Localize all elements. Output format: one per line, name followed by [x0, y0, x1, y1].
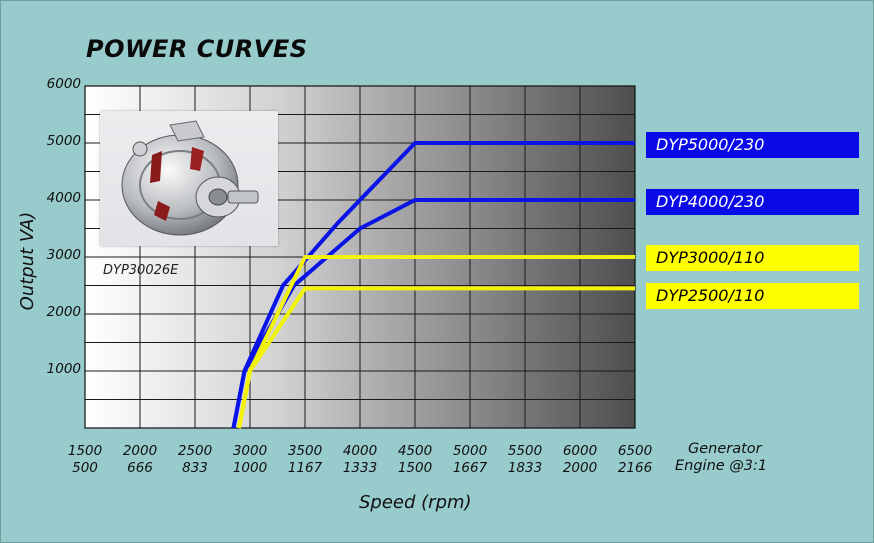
photo-caption: DYP30026E — [103, 263, 179, 278]
legend-item: DYP2500/110 — [646, 283, 859, 310]
x-tick-label-engine: 2000 — [562, 460, 598, 476]
x-row-name-generator: Generator — [688, 441, 762, 457]
chart-title: POWER CURVES — [86, 35, 308, 63]
x-tick-label-generator: 1500 — [67, 443, 103, 459]
x-tick-label-engine: 1000 — [232, 460, 268, 476]
x-tick-label-engine: 833 — [182, 460, 208, 476]
legend-item: DYP4000/230 — [646, 189, 859, 215]
legend-item: DYP3000/110 — [646, 245, 859, 271]
x-tick-label-generator: 4500 — [397, 443, 433, 459]
x-tick-label-generator: 3000 — [232, 443, 268, 459]
x-tick-label-engine: 1500 — [397, 460, 433, 476]
legend-item: DYP5000/230 — [646, 132, 859, 158]
y-axis-label: Output VA) — [17, 211, 38, 311]
x-tick-label-generator: 5000 — [452, 443, 488, 459]
alternator-icon — [121, 120, 259, 236]
x-tick-label-generator: 2000 — [122, 443, 158, 459]
x-tick-label-generator: 6500 — [617, 443, 653, 459]
x-tick-label-generator: 4000 — [342, 443, 378, 459]
y-tick-label: 2000 — [46, 304, 81, 320]
x-tick-label-engine: 666 — [127, 460, 153, 476]
y-tick-label: 1000 — [46, 361, 81, 377]
x-tick-label-engine: 1167 — [287, 460, 323, 476]
x-tick-label-generator: 5500 — [507, 443, 543, 459]
x-tick-label-generator: 6000 — [562, 443, 598, 459]
y-tick-label: 5000 — [46, 133, 81, 149]
x-tick-label-engine: 1333 — [342, 460, 378, 476]
y-tick-label: 3000 — [46, 247, 81, 263]
x-tick-label-engine: 500 — [72, 460, 98, 476]
x-tick-label-engine: 2166 — [617, 460, 653, 476]
series-layer — [231, 141, 635, 429]
x-row-name-engine: Engine @3:1 — [675, 458, 768, 474]
x-tick-label-engine: 1667 — [452, 460, 488, 476]
series-line-dyp2500-110 — [237, 286, 635, 429]
y-tick-label: 4000 — [46, 190, 81, 206]
x-tick-label-generator: 3500 — [287, 443, 323, 459]
x-axis-label: Speed (rpm) — [359, 492, 472, 513]
y-tick-label: 6000 — [46, 76, 81, 92]
x-tick-label-generator: 2500 — [177, 443, 213, 459]
alternator-photo — [100, 111, 278, 246]
x-tick-label-engine: 1833 — [507, 460, 543, 476]
